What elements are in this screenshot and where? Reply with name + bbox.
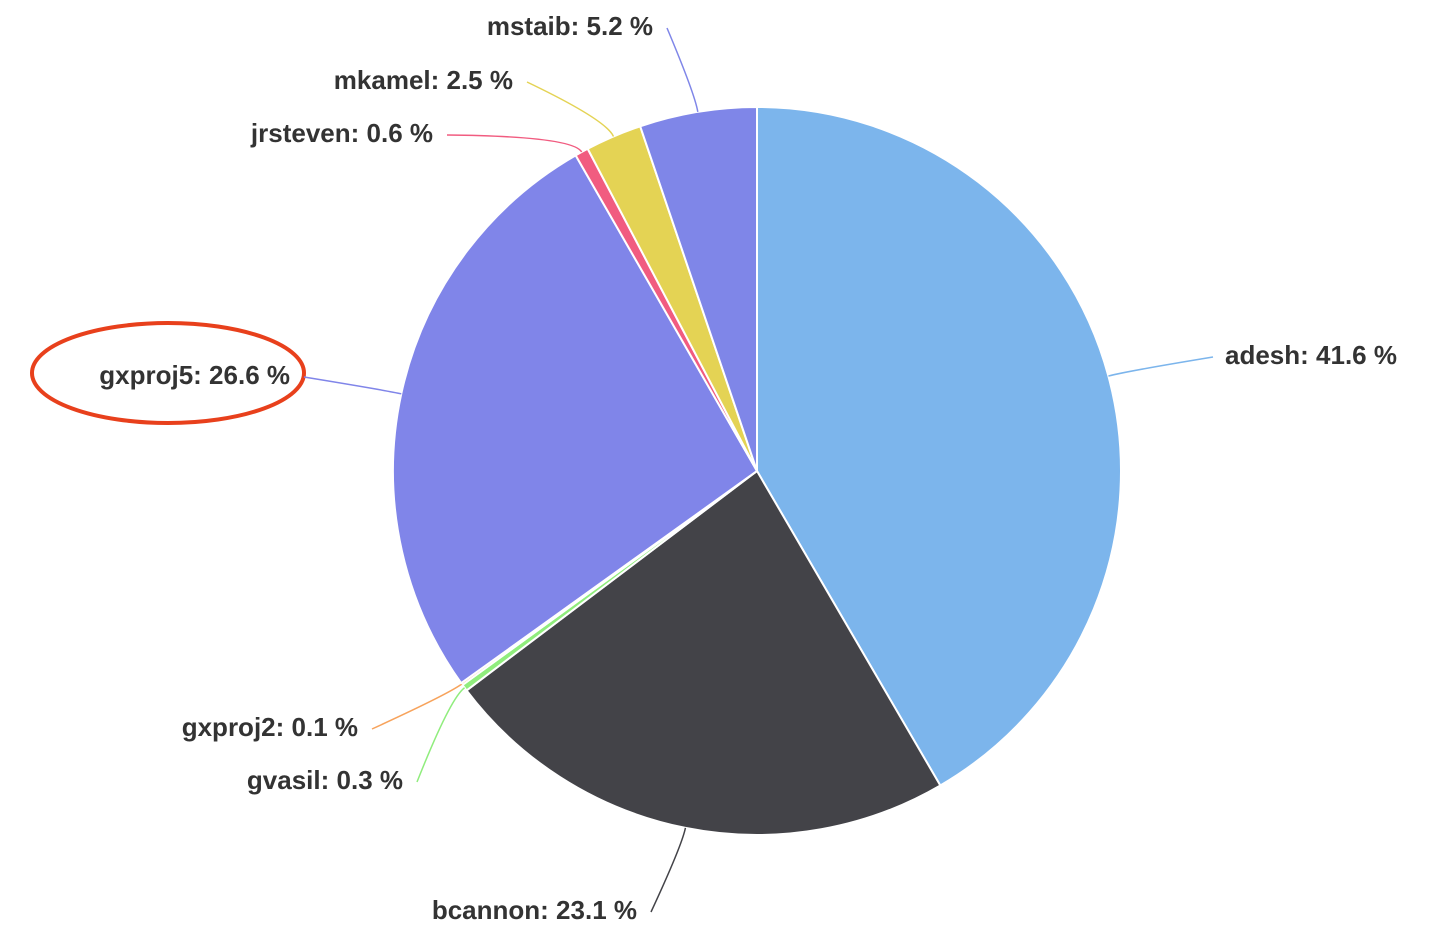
connector bbox=[371, 683, 463, 730]
highlight-ellipse bbox=[30, 321, 306, 425]
data-label: gxproj5: 26.6 % bbox=[99, 360, 290, 390]
data-label: adesh: 41.6 % bbox=[1225, 340, 1397, 370]
connector bbox=[526, 81, 615, 137]
data-label: mkamel: 2.5 % bbox=[334, 65, 513, 95]
data-label: gvasil: 0.3 % bbox=[247, 765, 403, 795]
connector bbox=[1108, 356, 1214, 377]
connector bbox=[650, 827, 687, 913]
connector bbox=[446, 134, 583, 153]
pie-slice bbox=[756, 105, 1122, 787]
data-label: mstaib: 5.2 % bbox=[487, 11, 653, 41]
connector bbox=[666, 27, 699, 112]
connector bbox=[416, 687, 466, 783]
pie-slice bbox=[392, 154, 759, 685]
pie-slice bbox=[465, 469, 942, 836]
data-label: bcannon: 23.1 % bbox=[432, 895, 637, 925]
data-label: gxproj2: 0.1 % bbox=[182, 712, 358, 742]
connector bbox=[303, 376, 402, 395]
data-label: jrsteven: 0.6 % bbox=[250, 118, 433, 148]
